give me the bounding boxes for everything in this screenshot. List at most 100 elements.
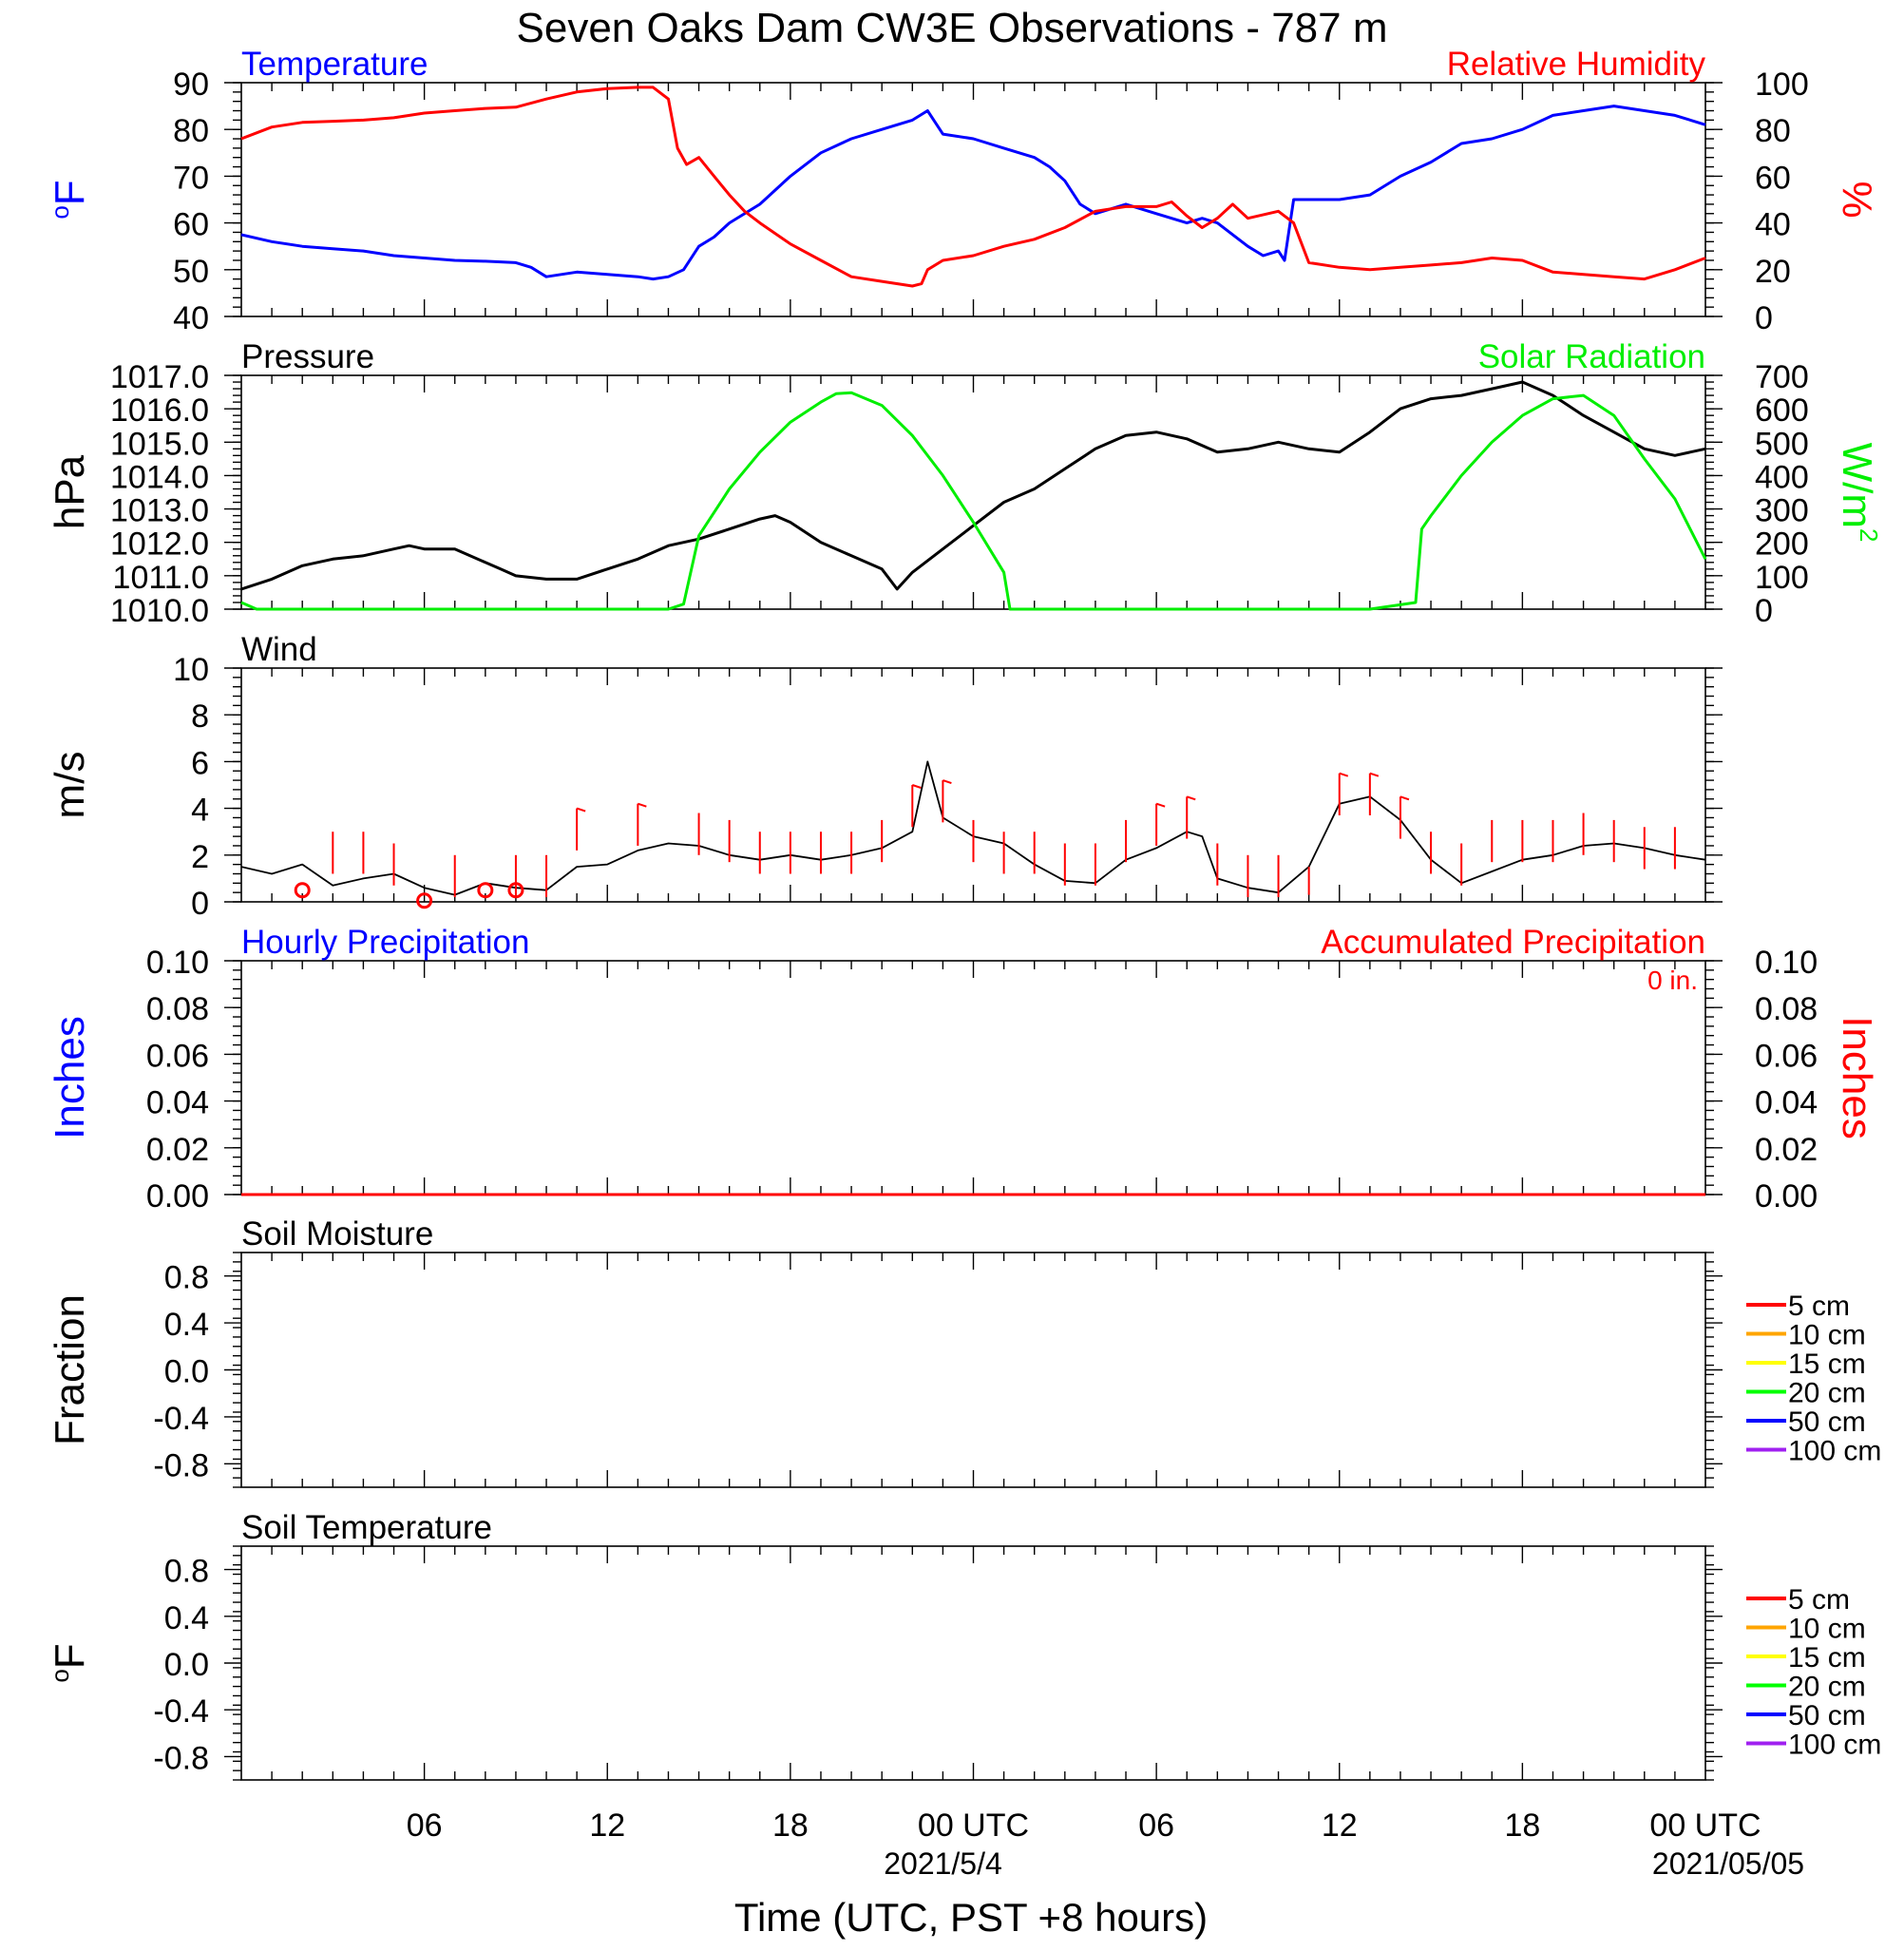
legend-label: 10 cm (1788, 1320, 1866, 1351)
plot-frame (240, 1252, 1706, 1488)
y-tick-label: -0.4 (153, 1401, 209, 1437)
panel-title: Hourly Precipitation (241, 924, 529, 961)
wind-barb-flag (1186, 795, 1196, 801)
legend-label: 5 cm (1788, 1291, 1850, 1322)
y-tick-label: 0.0 (164, 1647, 209, 1683)
x-tick-label: 06 (1138, 1808, 1174, 1844)
y-tick-label: 1012.0 (110, 526, 209, 563)
y-tick-label: 0.08 (146, 991, 209, 1027)
y-right-tick-label: 80 (1755, 113, 1791, 149)
y-right-tick-label: 100 (1755, 67, 1809, 103)
y-right-tick-label: 400 (1755, 459, 1809, 495)
y-tick-label: 0.06 (146, 1038, 209, 1074)
plot-frame (240, 1545, 1706, 1781)
panel-soil_moisture: -0.8 -0.4 0.0 0.4 0.8 Soil Moisture Fraction 5 … (47, 1215, 1881, 1488)
series-line-solar-radiation (240, 391, 1707, 611)
panel-title: Temperature (241, 46, 428, 83)
legend-label: 20 cm (1788, 1378, 1866, 1409)
accum-annotation: 0 in. (1647, 966, 1698, 995)
panel-precip: 0.00 0.02 0.04 0.06 0.08 0.10 0.00 0.02 0.04 0.06… (47, 924, 1880, 1215)
x-tick-label: 00 UTC (1649, 1808, 1761, 1844)
legend-label: 20 cm (1788, 1672, 1866, 1703)
wind-barb-flag (1339, 772, 1349, 777)
y-tick-label: 1010.0 (110, 593, 209, 629)
series-line-temperature (240, 105, 1706, 281)
y-right-tick-label: 0.08 (1755, 991, 1818, 1027)
panel-pressure_solar: 1010.01011.01012.01013.01014.01015.01016… (47, 338, 1883, 629)
y-right-tick-label: 60 (1755, 160, 1791, 196)
x-date-label: 2021/5/4 (884, 1846, 1002, 1881)
chart-title: Seven Oaks Dam CW3E Observations - 787 m (517, 5, 1388, 51)
y-tick-label: 0 (191, 886, 209, 922)
y-tick-label: -0.8 (153, 1447, 209, 1483)
y-tick-label: 90 (173, 67, 209, 103)
y-axis-label: oF (46, 180, 93, 219)
x-tick-label: 18 (1504, 1808, 1540, 1844)
y-tick-label: 0.04 (146, 1085, 209, 1121)
y-axis-label: oF (46, 1643, 93, 1682)
legend-label: 50 cm (1788, 1406, 1866, 1438)
y-tick-label: 1015.0 (110, 426, 209, 462)
panel-title: Soil Temperature (241, 1509, 492, 1546)
y-tick-label: 4 (191, 793, 209, 829)
y-tick-label: 0.4 (164, 1307, 209, 1343)
y-tick-label: 40 (173, 300, 209, 336)
y-tick-label: -0.8 (153, 1740, 209, 1776)
y-right-tick-label: 100 (1755, 560, 1809, 596)
y-tick-label: 80 (173, 113, 209, 149)
y-tick-label: 2 (191, 839, 209, 875)
y-axis-right-label: W/m2 (1834, 443, 1883, 543)
y-axis-right-label: % (1834, 181, 1880, 218)
plot-frame (240, 82, 1706, 317)
y-tick-label: 60 (173, 207, 209, 243)
y-tick-label: 1016.0 (110, 392, 209, 429)
legend-label: 15 cm (1788, 1642, 1866, 1674)
y-right-tick-label: 0.02 (1755, 1132, 1818, 1168)
y-right-tick-label: 700 (1755, 359, 1809, 395)
calm-marker (416, 892, 433, 909)
y-right-tick-label: 0.06 (1755, 1038, 1818, 1074)
x-date-label: 2021/05/05 (1652, 1846, 1804, 1881)
y-right-tick-label: 0.10 (1755, 945, 1818, 981)
legend-label: 5 cm (1788, 1584, 1850, 1616)
y-right-tick-label: 600 (1755, 392, 1809, 429)
plot-frame (240, 960, 1706, 1195)
y-axis-label: hPa (47, 454, 93, 529)
y-tick-label: 1013.0 (110, 493, 209, 529)
y-tick-label: -0.4 (153, 1693, 209, 1730)
y-tick-label: 0.4 (164, 1600, 209, 1636)
y-right-tick-label: 0.04 (1755, 1085, 1818, 1121)
y-tick-label: 0.10 (146, 945, 209, 981)
legend-label: 50 cm (1788, 1700, 1866, 1731)
y-tick-label: 1014.0 (110, 459, 209, 495)
wind-barb-flag (1399, 795, 1410, 801)
y-right-tick-label: 200 (1755, 526, 1809, 563)
panel-title: Soil Moisture (241, 1215, 433, 1253)
panel-title: Wind (241, 631, 317, 668)
wind-barb-flag (638, 802, 647, 808)
y-right-tick-label: 0 (1755, 300, 1773, 336)
y-right-tick-label: 20 (1755, 254, 1791, 290)
x-tick-label: 06 (407, 1808, 443, 1844)
y-tick-label: 70 (173, 160, 209, 196)
x-tick-label: 12 (589, 1808, 625, 1844)
y-right-tick-label: 0 (1755, 593, 1773, 629)
x-tick-label: 18 (772, 1808, 809, 1844)
y-tick-label: 8 (191, 698, 209, 735)
series-line-pressure (240, 380, 1706, 591)
panel-right-title: Accumulated Precipitation (1321, 924, 1705, 961)
wind-barb-flag (1155, 802, 1166, 808)
wind-barb-flag (942, 779, 952, 785)
panel-wind: 0 2 4 6 8 10 Wind m/s (47, 631, 1723, 922)
x-tick-label: 00 UTC (918, 1808, 1029, 1844)
y-tick-label: 10 (173, 652, 209, 688)
y-right-tick-label: 0.00 (1755, 1178, 1818, 1215)
y-axis-label: Fraction (47, 1294, 93, 1445)
panel-right-title: Relative Humidity (1447, 46, 1706, 83)
y-tick-label: 0.0 (164, 1354, 209, 1390)
panel-temp_rh: 40 50 60 70 80 90 0 20 40 60 80 100 Temperature Relat… (46, 46, 1880, 336)
y-tick-label: 0.02 (146, 1132, 209, 1168)
y-right-tick-label: 40 (1755, 207, 1791, 243)
